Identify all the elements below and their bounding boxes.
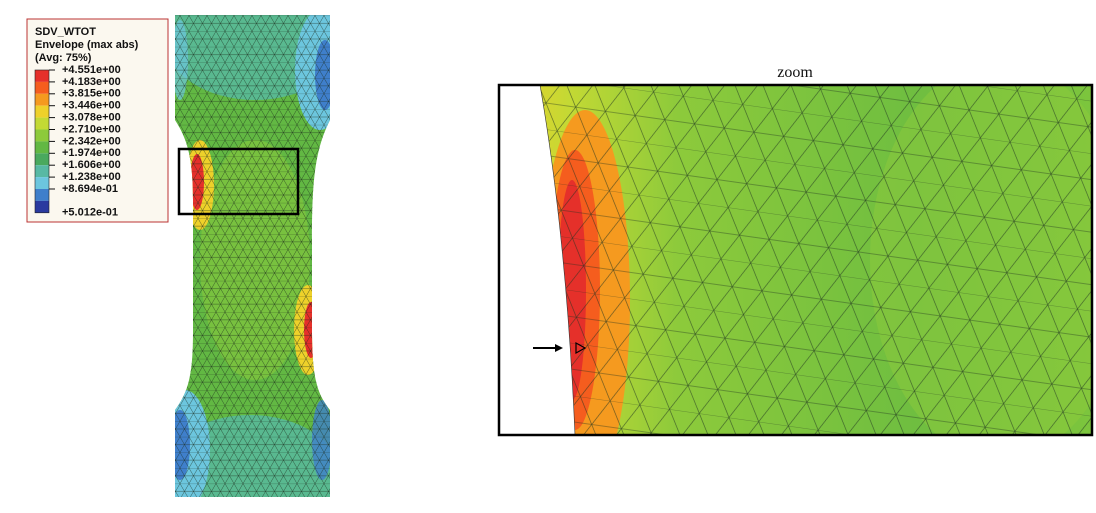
legend-label: +2.710e+00 bbox=[62, 123, 121, 135]
legend-box bbox=[26, 18, 169, 223]
legend-label: +8.694e-01 bbox=[62, 183, 118, 195]
specimen bbox=[175, 15, 330, 497]
color-band bbox=[35, 177, 49, 189]
arrow-head bbox=[555, 344, 563, 352]
color-band bbox=[35, 141, 49, 154]
legend-label: +5.012e-01 bbox=[62, 207, 118, 219]
legend-title: SDV_WTOT bbox=[35, 26, 96, 38]
legend-label: +1.606e+00 bbox=[62, 159, 121, 171]
color-band bbox=[35, 70, 49, 82]
color-band bbox=[35, 105, 49, 118]
legend-subtitle: Envelope (max abs) bbox=[35, 39, 139, 51]
color-band bbox=[35, 189, 49, 201]
legend-label: +4.551e+00 bbox=[62, 64, 121, 76]
color-band bbox=[35, 165, 49, 178]
color-band bbox=[35, 153, 49, 166]
legend-label: +3.446e+00 bbox=[62, 100, 121, 112]
color-bar: +4.551e+00+4.183e+00+3.815e+00+3.446e+00… bbox=[34, 64, 121, 219]
color-band bbox=[35, 93, 49, 106]
zoom-view bbox=[499, 85, 1092, 435]
color-bar-frame bbox=[34, 69, 50, 214]
zoom-label: zoom bbox=[777, 64, 813, 81]
legend-label: +3.078e+00 bbox=[62, 112, 121, 124]
zoom-region bbox=[177, 147, 300, 216]
marker bbox=[575, 341, 587, 355]
legend-label: +3.815e+00 bbox=[62, 88, 121, 100]
color-band bbox=[35, 200, 49, 213]
color-band bbox=[35, 81, 49, 94]
color-band bbox=[35, 129, 49, 142]
legend-label: +1.974e+00 bbox=[62, 147, 121, 159]
color-band bbox=[35, 117, 49, 130]
legend-label: +1.238e+00 bbox=[62, 171, 121, 183]
zoom-frame bbox=[497, 83, 1094, 437]
legend-average: (Avg: 75%) bbox=[35, 52, 92, 64]
legend-label: +2.342e+00 bbox=[62, 135, 121, 147]
legend-label: +4.183e+00 bbox=[62, 76, 121, 88]
